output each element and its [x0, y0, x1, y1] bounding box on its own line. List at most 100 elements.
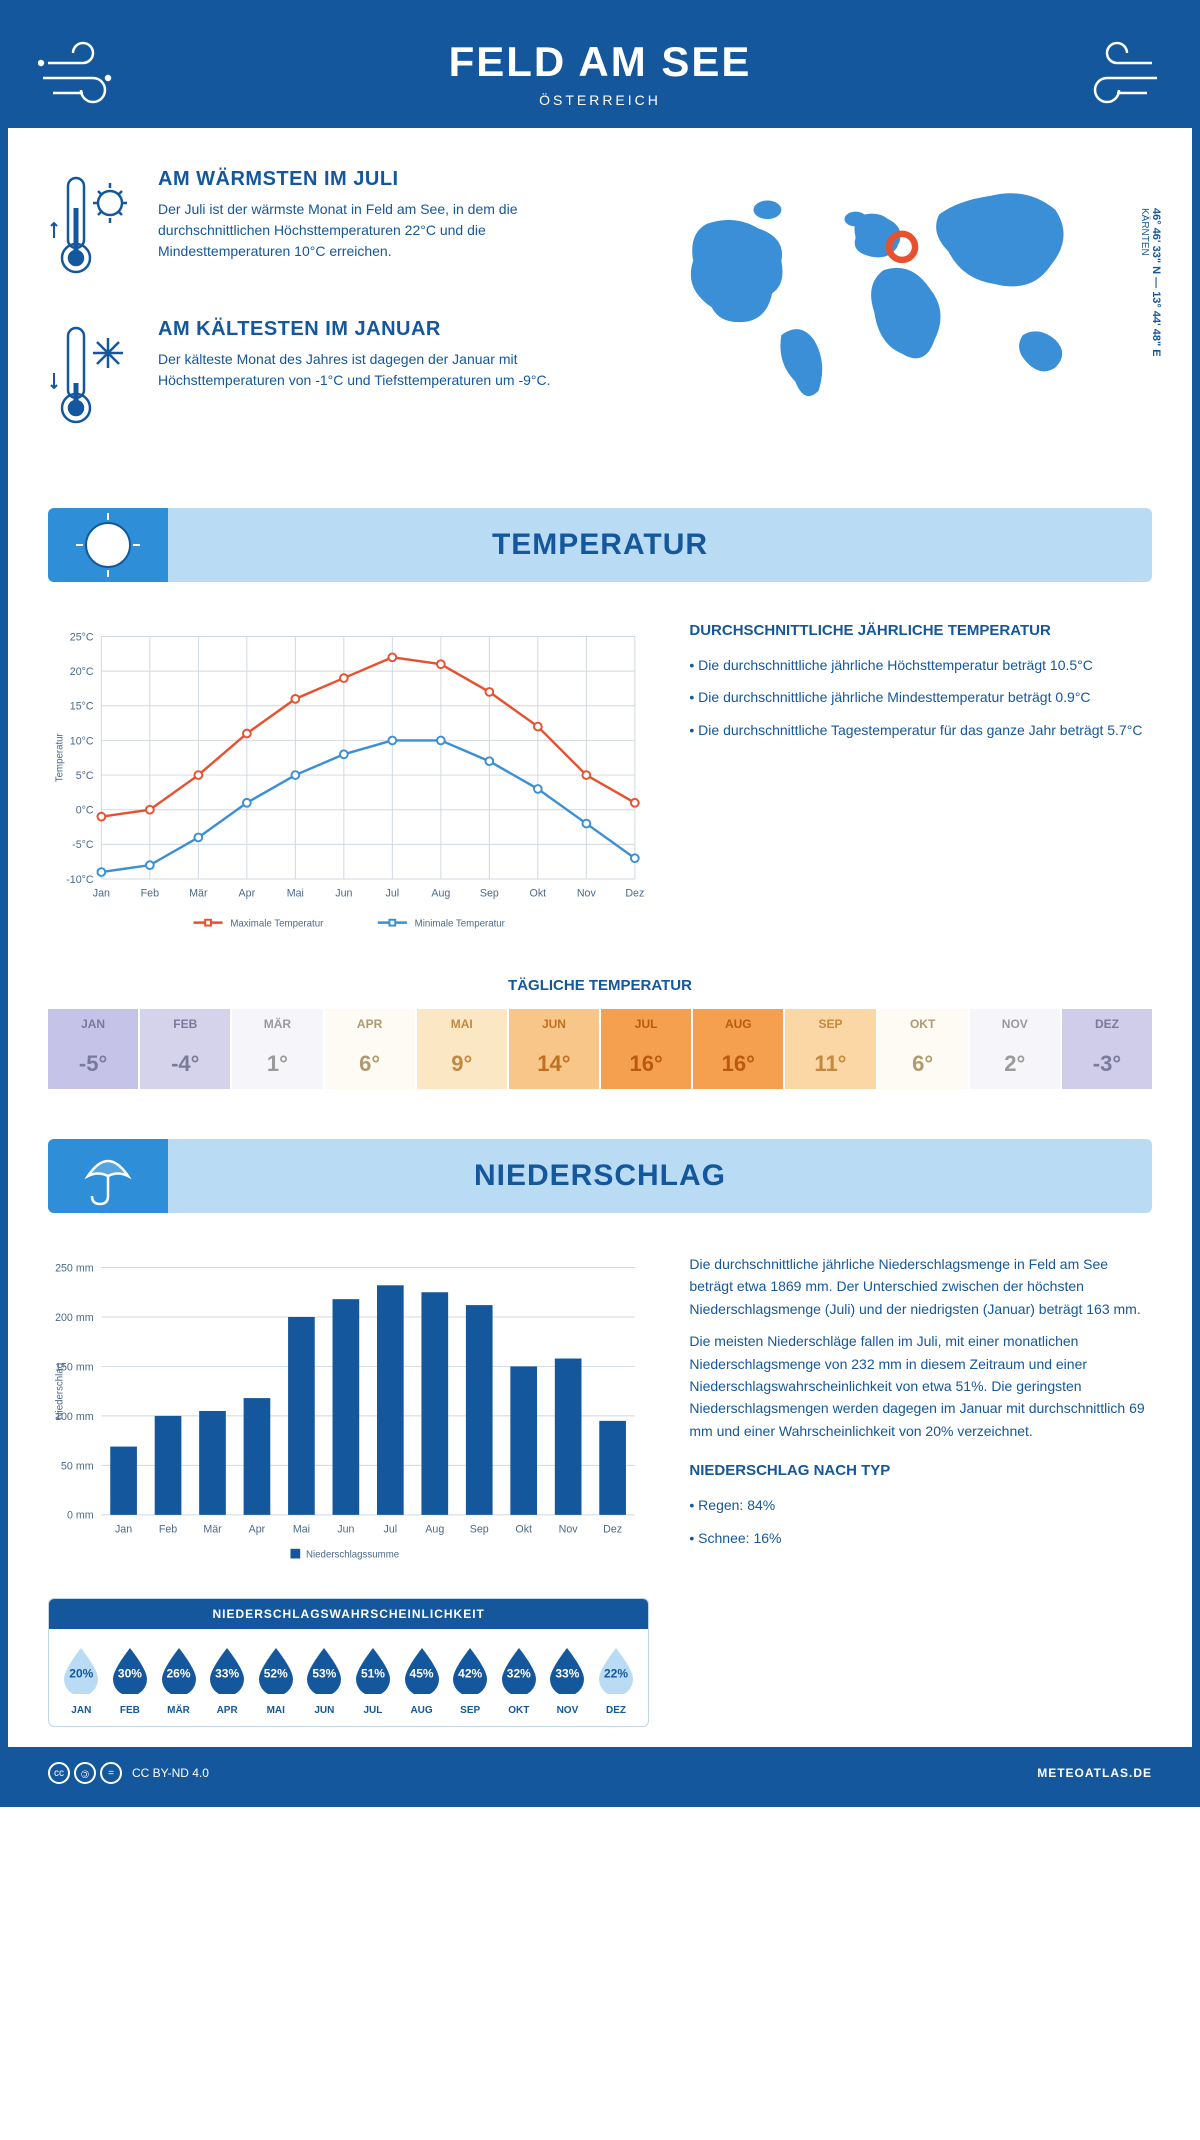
temperature-section-header: TEMPERATUR [48, 508, 1152, 582]
precipitation-section-header: NIEDERSCHLAG [48, 1139, 1152, 1213]
coldest-title: AM KÄLTESTEN IM JANUAR [158, 318, 585, 341]
svg-text:50 mm: 50 mm [61, 1460, 94, 1472]
svg-text:Mär: Mär [189, 887, 208, 899]
svg-text:Mai: Mai [287, 887, 304, 899]
daily-temp-cell: SEP 11° [785, 1009, 875, 1089]
precip-prob-title: NIEDERSCHLAGSWAHRSCHEINLICHKEIT [49, 1599, 648, 1629]
location-title: FELD AM SEE [28, 38, 1172, 86]
page-header: FELD AM SEE ÖSTERREICH [8, 8, 1192, 128]
svg-text:Temperatur: Temperatur [55, 732, 66, 782]
annual-temp-title: DURCHSCHNITTLICHE JÄHRLICHE TEMPERATUR [689, 622, 1152, 639]
svg-text:Aug: Aug [425, 1523, 444, 1535]
cc-icons: cc 🄯 = [48, 1762, 122, 1784]
coldest-block: AM KÄLTESTEN IM JANUAR Der kälteste Mona… [48, 318, 585, 438]
precipitation-title: NIEDERSCHLAG [78, 1159, 1122, 1193]
svg-text:20°C: 20°C [70, 666, 94, 678]
precip-drop: 53% JUN [300, 1644, 349, 1716]
svg-text:Apr: Apr [249, 1523, 266, 1535]
svg-text:Sep: Sep [480, 887, 499, 899]
svg-text:-10°C: -10°C [66, 874, 94, 886]
svg-text:Dez: Dez [625, 887, 644, 899]
precip-drop: 42% SEP [446, 1644, 495, 1716]
world-map-icon [615, 168, 1152, 428]
svg-text:5°C: 5°C [76, 770, 94, 782]
daily-temp-cell: JUN 14° [509, 1009, 599, 1089]
svg-text:10°C: 10°C [70, 735, 94, 747]
svg-text:Niederschlagssumme: Niederschlagssumme [306, 1550, 399, 1561]
warmest-text: Der Juli ist der wärmste Monat in Feld a… [158, 199, 585, 262]
daily-temp-cell: DEZ -3° [1062, 1009, 1152, 1089]
daily-temp-cell: MÄR 1° [232, 1009, 322, 1089]
svg-text:Nov: Nov [577, 887, 597, 899]
site-name: METEOATLAS.DE [1037, 1766, 1152, 1780]
svg-text:250 mm: 250 mm [55, 1262, 94, 1274]
precip-type-title: NIEDERSCHLAG NACH TYP [689, 1462, 1152, 1479]
daily-temp-title: TÄGLICHE TEMPERATUR [48, 977, 1152, 994]
wind-icon-right [1062, 38, 1162, 118]
precip-drop: 30% FEB [106, 1644, 155, 1716]
svg-text:Nov: Nov [559, 1523, 579, 1535]
annual-temp-bullet2: • Die durchschnittliche jährliche Mindes… [689, 686, 1152, 708]
daily-temp-cell: NOV 2° [970, 1009, 1060, 1089]
svg-text:Mär: Mär [203, 1523, 222, 1535]
svg-text:Maximale Temperatur: Maximale Temperatur [230, 919, 324, 930]
svg-text:Jan: Jan [115, 1523, 132, 1535]
thermometer-hot-icon [48, 168, 138, 288]
svg-text:Sep: Sep [470, 1523, 489, 1535]
daily-temp-cell: JUL 16° [601, 1009, 691, 1089]
svg-text:Jun: Jun [335, 887, 352, 899]
warmest-title: AM WÄRMSTEN IM JULI [158, 168, 585, 191]
svg-text:Mai: Mai [293, 1523, 310, 1535]
coordinates: 46° 46' 33" N — 13° 44' 48" E KÄRNTEN [1138, 208, 1162, 357]
daily-temp-cell: JAN -5° [48, 1009, 138, 1089]
precip-drop: 33% NOV [543, 1644, 592, 1716]
svg-text:0°C: 0°C [76, 805, 94, 817]
precip-drop: 33% APR [203, 1644, 252, 1716]
precip-drop: 20% JAN [57, 1644, 106, 1716]
svg-text:Jan: Jan [93, 887, 110, 899]
daily-temp-grid: JAN -5° FEB -4° MÄR 1° APR 6° MAI 9° JUN… [48, 1009, 1152, 1089]
precip-drop: 26% MÄR [154, 1644, 203, 1716]
svg-text:Niederschlag: Niederschlag [55, 1363, 66, 1420]
annual-temp-bullet3: • Die durchschnittliche Tagestemperatur … [689, 719, 1152, 741]
annual-temp-bullet1: • Die durchschnittliche jährliche Höchst… [689, 654, 1152, 676]
daily-temp-cell: FEB -4° [140, 1009, 230, 1089]
precip-drop: 45% AUG [397, 1644, 446, 1716]
svg-text:200 mm: 200 mm [55, 1312, 94, 1324]
svg-text:Jul: Jul [384, 1523, 398, 1535]
temperature-title: TEMPERATUR [78, 528, 1122, 562]
svg-text:Jun: Jun [337, 1523, 354, 1535]
sun-icon [73, 510, 143, 580]
svg-text:0 mm: 0 mm [67, 1510, 94, 1522]
precip-type-rain: • Regen: 84% [689, 1494, 1152, 1516]
svg-text:Feb: Feb [159, 1523, 177, 1535]
svg-text:25°C: 25°C [70, 631, 94, 643]
precip-drop: 52% MAI [251, 1644, 300, 1716]
precip-drop: 22% DEZ [592, 1644, 641, 1716]
thermometer-cold-icon [48, 318, 138, 438]
svg-text:-5°C: -5°C [72, 839, 94, 851]
umbrella-icon [73, 1141, 143, 1211]
country-subtitle: ÖSTERREICH [28, 92, 1172, 108]
precip-para2: Die meisten Niederschläge fallen im Juli… [689, 1330, 1152, 1442]
license-text: CC BY-ND 4.0 [132, 1766, 209, 1780]
daily-temp-cell: AUG 16° [693, 1009, 783, 1089]
svg-text:Dez: Dez [603, 1523, 622, 1535]
daily-temp-cell: APR 6° [325, 1009, 415, 1089]
daily-temp-cell: MAI 9° [417, 1009, 507, 1089]
svg-text:Feb: Feb [141, 887, 159, 899]
svg-text:Okt: Okt [515, 1523, 532, 1535]
temperature-line-chart: -10°C -5°C 0°C 5°C 10°C 15°C 20°C 25°C Jan Feb Mär… [48, 622, 649, 942]
precip-drop: 32% OKT [494, 1644, 543, 1716]
svg-text:15°C: 15°C [70, 701, 94, 713]
svg-text:Jul: Jul [386, 887, 400, 899]
coldest-text: Der kälteste Monat des Jahres ist dagege… [158, 349, 585, 391]
precip-drop: 51% JUL [349, 1644, 398, 1716]
page-footer: cc 🄯 = CC BY-ND 4.0 METEOATLAS.DE [8, 1747, 1192, 1799]
svg-text:Okt: Okt [530, 887, 547, 899]
svg-text:Aug: Aug [431, 887, 450, 899]
precip-para1: Die durchschnittliche jährliche Niedersc… [689, 1253, 1152, 1320]
svg-text:Apr: Apr [239, 887, 256, 899]
precip-type-snow: • Schnee: 16% [689, 1527, 1152, 1549]
precipitation-probability-panel: NIEDERSCHLAGSWAHRSCHEINLICHKEIT 20% JAN … [48, 1598, 649, 1727]
